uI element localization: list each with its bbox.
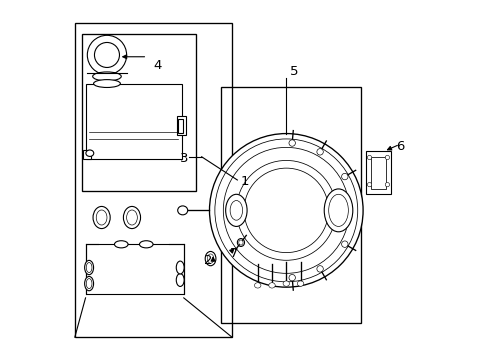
Circle shape: [236, 161, 336, 260]
Bar: [85, 84, 182, 158]
Ellipse shape: [283, 281, 289, 286]
Ellipse shape: [324, 189, 352, 232]
Ellipse shape: [341, 241, 347, 247]
Ellipse shape: [268, 283, 275, 288]
Bar: [221, 87, 360, 323]
Ellipse shape: [84, 276, 93, 291]
Bar: [83, 150, 91, 159]
Bar: [176, 116, 185, 135]
Ellipse shape: [237, 239, 244, 247]
Text: 5: 5: [290, 64, 298, 77]
Ellipse shape: [86, 150, 94, 157]
Bar: [370, 157, 386, 189]
Circle shape: [385, 183, 389, 187]
Ellipse shape: [86, 279, 92, 289]
Ellipse shape: [288, 274, 295, 281]
Bar: [82, 33, 196, 191]
Ellipse shape: [84, 260, 93, 275]
Ellipse shape: [176, 261, 184, 274]
Text: 3: 3: [180, 152, 188, 165]
Ellipse shape: [93, 72, 121, 81]
Ellipse shape: [139, 241, 153, 248]
Ellipse shape: [96, 210, 107, 225]
Ellipse shape: [176, 274, 184, 287]
Ellipse shape: [205, 251, 216, 266]
Text: 1: 1: [241, 175, 249, 188]
Circle shape: [244, 168, 328, 253]
Ellipse shape: [341, 174, 347, 180]
Ellipse shape: [126, 210, 137, 225]
Ellipse shape: [93, 80, 120, 87]
Circle shape: [223, 147, 348, 273]
Bar: [75, 23, 231, 337]
Circle shape: [366, 156, 371, 159]
Bar: [85, 244, 183, 294]
Ellipse shape: [254, 283, 261, 288]
Ellipse shape: [316, 149, 323, 155]
Circle shape: [94, 42, 119, 67]
Circle shape: [87, 35, 126, 75]
Text: 6: 6: [395, 140, 403, 153]
Ellipse shape: [328, 194, 347, 226]
Ellipse shape: [316, 266, 323, 272]
Ellipse shape: [93, 206, 110, 229]
Ellipse shape: [114, 241, 128, 248]
Ellipse shape: [225, 194, 246, 226]
Ellipse shape: [123, 206, 140, 229]
Text: 7: 7: [230, 247, 238, 260]
Circle shape: [209, 134, 363, 287]
Ellipse shape: [297, 281, 303, 286]
Ellipse shape: [230, 201, 242, 220]
Circle shape: [214, 139, 357, 282]
Circle shape: [385, 156, 389, 159]
Ellipse shape: [288, 140, 295, 146]
Circle shape: [366, 183, 371, 187]
Ellipse shape: [207, 254, 213, 263]
Ellipse shape: [177, 206, 187, 215]
Text: 2: 2: [203, 254, 212, 267]
Ellipse shape: [86, 262, 92, 273]
Text: 4: 4: [153, 59, 162, 72]
Ellipse shape: [238, 240, 243, 245]
Bar: [365, 152, 390, 194]
Bar: [178, 119, 183, 133]
